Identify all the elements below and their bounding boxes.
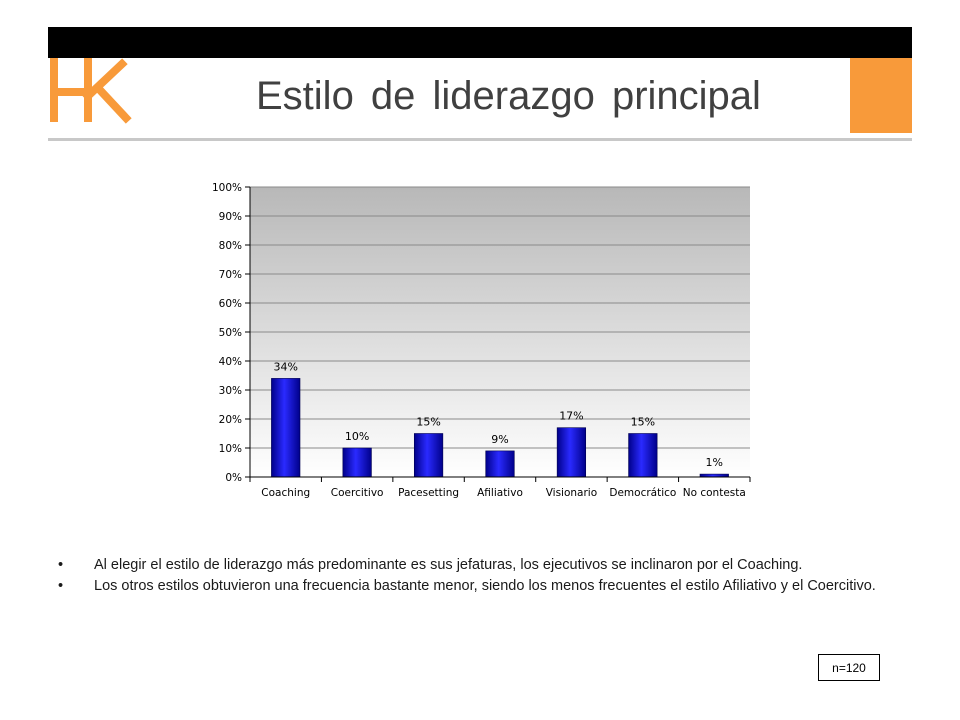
data-label: 17%: [559, 410, 583, 423]
x-tick-label: Pacesetting: [398, 487, 459, 499]
bullet-text: Los otros estilos obtuvieron una frecuen…: [94, 578, 876, 594]
bar: [413, 433, 444, 478]
y-tick-label: 60%: [219, 298, 242, 310]
y-tick-label: 0%: [225, 472, 242, 484]
y-tick-label: 20%: [219, 414, 242, 426]
y-tick-label: 70%: [219, 269, 242, 281]
data-label: 1%: [706, 456, 723, 469]
x-tick-label: Democrático: [609, 487, 676, 499]
y-tick-label: 90%: [219, 211, 242, 223]
bullet-dot: •: [58, 578, 64, 594]
bar-chart: 0% 10% 20% 30% 40% 50% 60% 70% 80% 90% 100% 34% Coac…: [212, 182, 751, 499]
title-divider: [48, 138, 912, 141]
accent-block: [850, 58, 912, 133]
data-label: 15%: [631, 416, 655, 429]
y-tick-label: 30%: [219, 385, 242, 397]
bar: [342, 447, 372, 478]
x-tick-label: Coercitivo: [331, 487, 384, 499]
page-title: Estilo de liderazgo principal: [256, 74, 761, 118]
bar: [485, 450, 515, 478]
bar: [271, 378, 301, 478]
bullet-dot: •: [58, 557, 64, 573]
data-label: 34%: [273, 360, 297, 373]
y-tick-label: 100%: [212, 182, 242, 194]
y-tick-label: 50%: [219, 327, 242, 339]
bar: [628, 433, 658, 478]
bullet-text: Al elegir el estilo de liderazgo más pre…: [94, 557, 803, 573]
x-tick-label: Visionario: [546, 487, 597, 499]
bullet-item: • Al elegir el estilo de liderazgo más pr…: [58, 556, 888, 574]
y-tick-label: 40%: [219, 356, 242, 368]
bullet-list: • Al elegir el estilo de liderazgo más pr…: [58, 556, 888, 598]
y-tick-label: 10%: [219, 443, 242, 455]
x-tick-label: No contesta: [683, 487, 746, 499]
x-tick-label: Coaching: [261, 487, 310, 499]
sample-size-badge: n=120: [818, 654, 880, 681]
data-label: 9%: [491, 433, 508, 446]
data-label: 10%: [345, 430, 369, 443]
data-label: 15%: [416, 416, 440, 429]
hk-logo: [50, 58, 132, 124]
top-bar: [48, 27, 912, 58]
bullet-item: • Los otros estilos obtuvieron una frecue…: [58, 577, 888, 595]
x-tick-label: Afiliativo: [477, 487, 523, 499]
bar: [556, 427, 587, 478]
y-tick-label: 80%: [219, 240, 242, 252]
